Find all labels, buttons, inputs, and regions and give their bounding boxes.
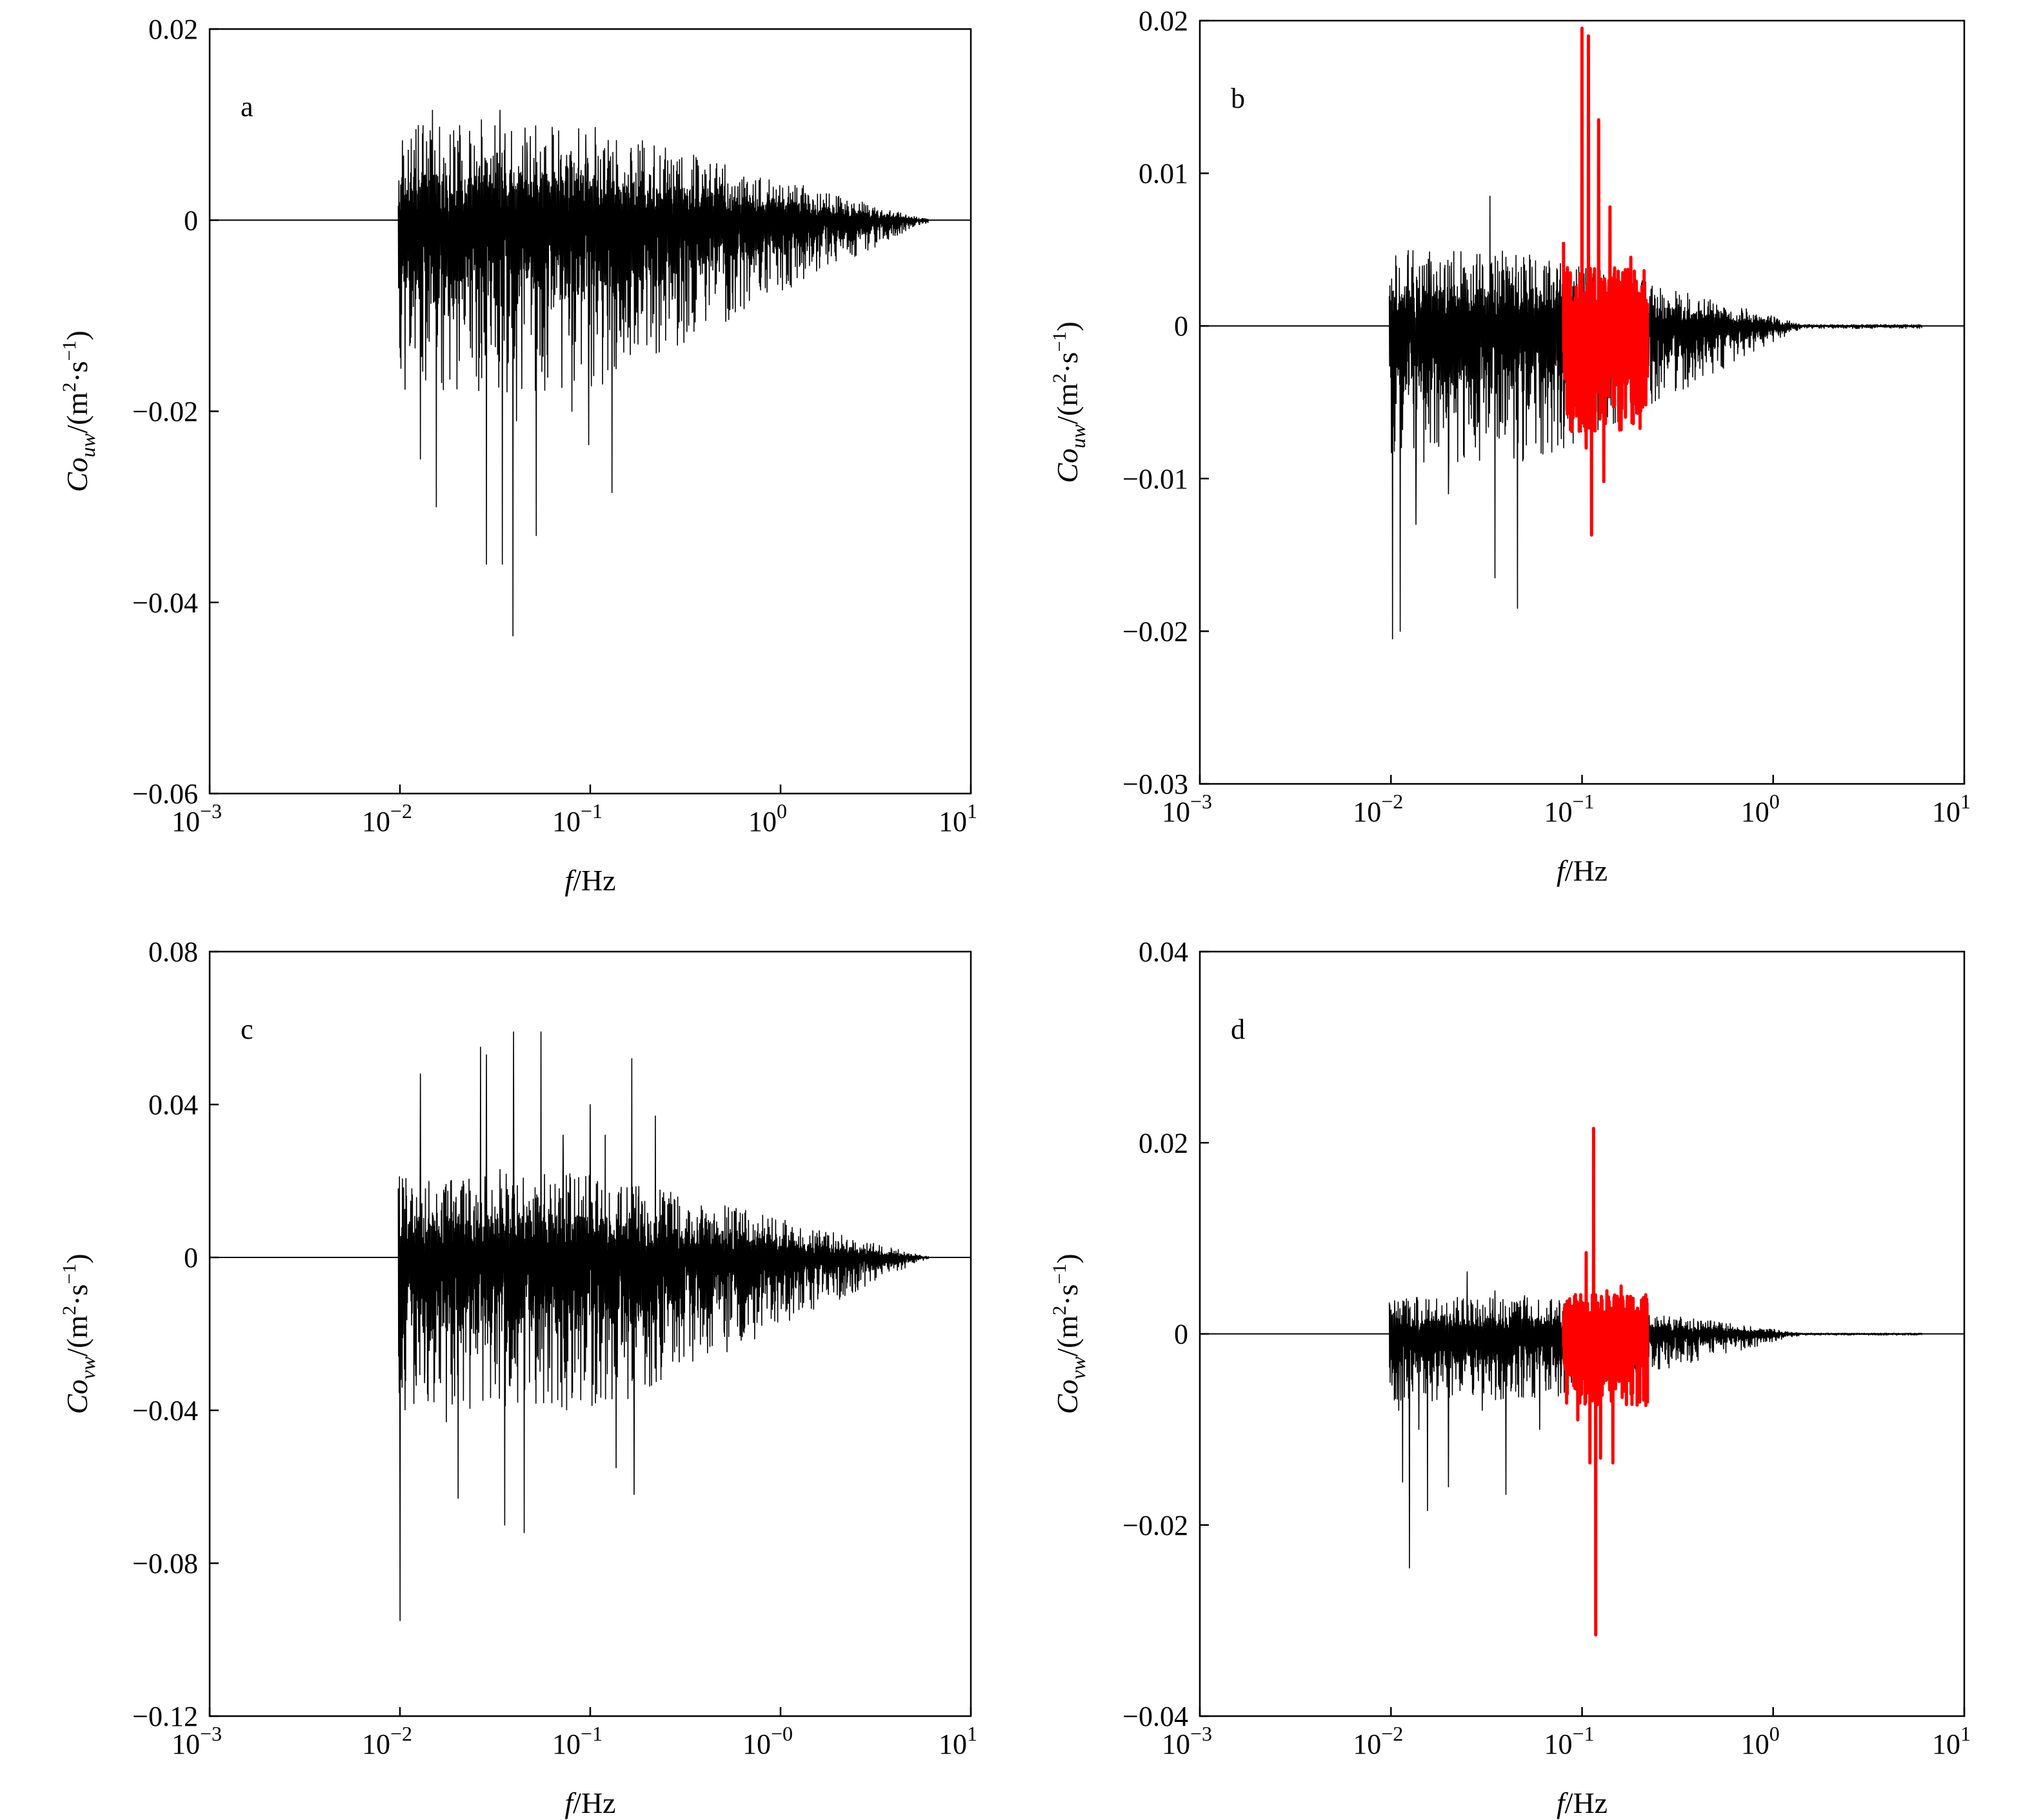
panel-a: −0.06 −0.04 −0.02 0 0.02 10−3 10−2 10−1 100 101 f/… (59, 14, 977, 897)
panel-c: −0.12 −0.08 −0.04 0 0.04 0.08 10−3 10−2 10−1 10−0… (59, 936, 977, 1819)
y-tick-label: 0.02 (148, 14, 198, 45)
y-tick-label: −0.04 (132, 1395, 198, 1426)
y-tick-label: −0.03 (1122, 768, 1188, 800)
x-axis-label: f/Hz (1557, 854, 1608, 887)
y-axis-label: Couw/(m2·s−1) (59, 330, 99, 492)
y-tick-label: 0.02 (1139, 1127, 1188, 1159)
y-axis-label: Covw/(m2·s−1) (1049, 1254, 1090, 1414)
y-tick-label: −0.12 (132, 1701, 198, 1732)
x-tick-label: 10−1 (1544, 790, 1594, 828)
panel-letter: c (241, 1014, 254, 1045)
y-tick-label: −0.02 (1122, 1510, 1188, 1541)
x-tick-label: 10−3 (1162, 1722, 1212, 1760)
y-axis-label: Couw/(m2·s−1) (1049, 321, 1090, 483)
x-tick-label: 101 (939, 799, 977, 837)
panel-letter: d (1231, 1014, 1245, 1045)
x-tick-label: 101 (1932, 790, 1971, 828)
panel-letter: a (241, 91, 254, 123)
y-tick-label: 0.01 (1139, 158, 1188, 190)
y-tick-label: 0.08 (148, 936, 198, 968)
y-tick-label: 0.04 (148, 1089, 198, 1121)
x-tick-label: 101 (939, 1722, 977, 1760)
y-tick-label: −0.04 (1122, 1701, 1188, 1732)
y-tick-label: −0.04 (132, 587, 198, 619)
y-tick-label: −0.08 (132, 1548, 198, 1579)
x-tick-label: 101 (1932, 1722, 1971, 1760)
y-tick-label: 0.02 (1139, 5, 1188, 37)
series-line-red (1562, 26, 1649, 537)
x-tick-label: 10−1 (552, 1722, 603, 1760)
x-tick-label: 10−2 (1353, 790, 1403, 828)
x-tick-label: 100 (748, 799, 787, 837)
plot-frame (208, 950, 972, 1717)
plot-frame (208, 28, 972, 795)
x-axis-label: f/Hz (564, 1786, 615, 1819)
x-tick-label: 10−0 (742, 1722, 793, 1760)
x-tick-label: 10−3 (172, 1722, 222, 1760)
x-tick-label: 10−2 (362, 799, 412, 837)
x-tick-label: 10−3 (172, 799, 222, 837)
y-tick-label: 0 (1174, 1319, 1188, 1350)
panel-letter: b (1231, 83, 1245, 114)
series-line-black (397, 110, 930, 637)
y-tick-label: 0 (184, 205, 198, 236)
panel-b: −0.03 −0.02 −0.01 0 0.01 0.02 10−3 10−2 10−1 100 1… (1049, 5, 1971, 887)
x-tick-label: 10−2 (362, 1722, 412, 1760)
y-tick-label: −0.02 (1122, 615, 1188, 647)
series-line-red (1562, 1126, 1649, 1637)
panel-d: −0.04 −0.02 0 0.02 0.04 10−3 10−2 10−1 100 101 f/H… (1049, 936, 1971, 1819)
series-line-black (1388, 195, 1923, 639)
x-axis-label: f/Hz (1557, 1786, 1608, 1819)
x-axis-label: f/Hz (564, 864, 615, 897)
x-tick-label: 10−2 (1353, 1722, 1403, 1760)
y-axis-label: Covw/(m2·s−1) (59, 1254, 99, 1414)
y-tick-label: 0 (184, 1242, 198, 1274)
y-tick-label: −0.06 (132, 778, 198, 810)
x-tick-label: 10−1 (1544, 1722, 1594, 1760)
x-tick-label: 10−1 (552, 799, 603, 837)
x-tick-label: 10−3 (1162, 790, 1212, 828)
series-line-black (397, 1031, 930, 1621)
y-tick-label: −0.01 (1122, 463, 1188, 495)
y-tick-label: 0 (1174, 310, 1188, 342)
x-tick-label: 100 (1741, 790, 1780, 828)
y-tick-label: 0.04 (1139, 936, 1188, 968)
series-line-black (1388, 1271, 1923, 1569)
x-tick-label: 100 (1741, 1722, 1780, 1760)
y-tick-label: −0.02 (132, 396, 198, 428)
